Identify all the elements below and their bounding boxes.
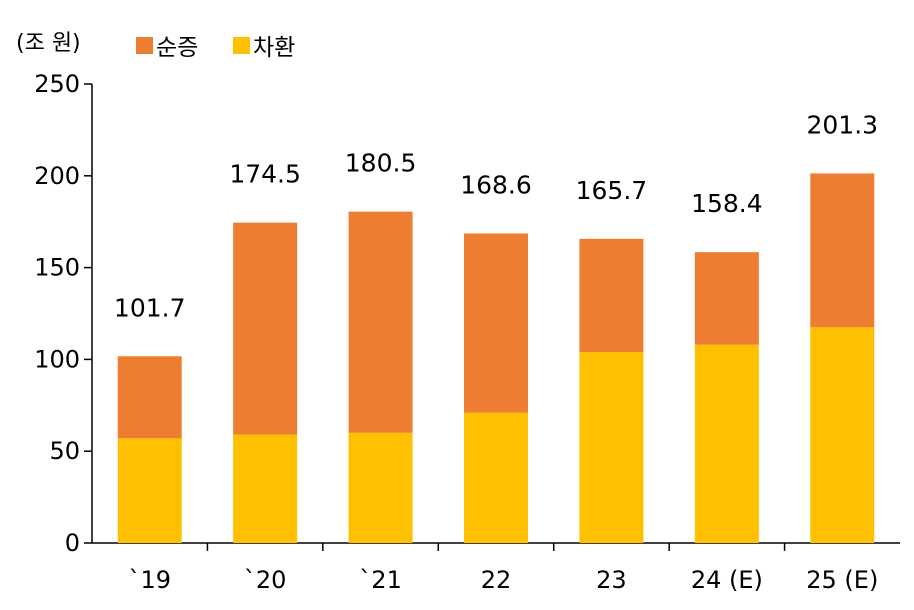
total-label: 201.3 (806, 110, 878, 139)
x-tick-label: `21 (359, 566, 402, 594)
y-axis: 0 50 100 150 200 250 (34, 70, 93, 557)
bar-refinancing (348, 432, 413, 543)
legend: 순증 차환 (136, 35, 295, 61)
bar-refinancing (810, 327, 875, 543)
x-axis: `19 `20 `21 22 23 24 (E) 25 (E) (92, 542, 900, 594)
total-label: 180.5 (345, 149, 417, 178)
bar-net-increase (810, 173, 875, 328)
bar-refinancing (117, 438, 182, 543)
legend-swatch-refinancing (233, 37, 250, 54)
legend-swatch-net-increase (136, 37, 153, 54)
bar-net-increase (694, 252, 759, 345)
total-label: 174.5 (229, 160, 301, 189)
bar-net-increase (464, 233, 528, 413)
y-tick-label: 250 (34, 70, 80, 98)
bar-refinancing (579, 352, 644, 543)
bars (117, 173, 875, 543)
total-labels: 101.7 174.5 180.5 168.6 165.7 158.4 201.3 (114, 110, 878, 322)
x-tick-label: 24 (E) (691, 566, 763, 594)
bar-net-increase (348, 211, 413, 433)
x-tick-label: 22 (481, 566, 512, 594)
bar-net-increase (233, 222, 298, 435)
bar-refinancing (694, 344, 759, 543)
y-tick-label: 200 (34, 162, 80, 190)
unit-label: (조 원) (16, 31, 81, 56)
y-tick-label: 0 (65, 529, 80, 557)
total-label: 168.6 (460, 170, 532, 199)
x-tick-label: `20 (244, 566, 287, 594)
total-label: 101.7 (114, 293, 186, 322)
bar-net-increase (117, 356, 182, 439)
y-tick-label: 100 (34, 345, 80, 373)
y-tick-label: 50 (49, 437, 80, 465)
x-tick-label: 23 (596, 566, 627, 594)
total-label: 165.7 (576, 176, 648, 205)
bar-net-increase (579, 238, 644, 353)
bar-refinancing (233, 434, 298, 543)
legend-label-refinancing: 차환 (253, 35, 295, 61)
total-label: 158.4 (691, 189, 763, 218)
y-tick-label: 150 (34, 254, 80, 282)
legend-label-net-increase: 순증 (156, 35, 198, 61)
x-tick-label: `19 (128, 566, 171, 594)
x-tick-label: 25 (E) (806, 566, 878, 594)
bar-refinancing (464, 412, 528, 543)
